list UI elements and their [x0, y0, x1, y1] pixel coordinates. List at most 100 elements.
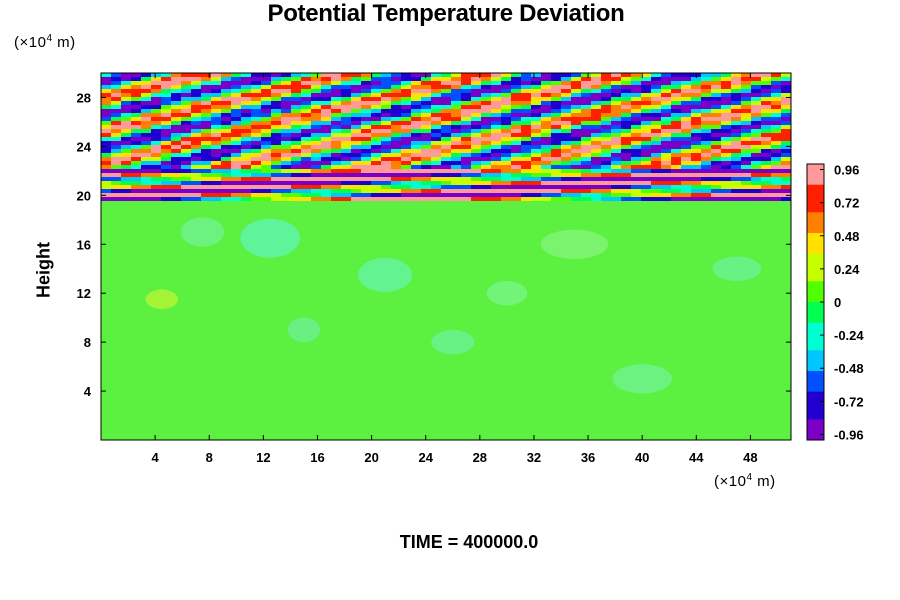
- field-cell: [231, 93, 241, 97]
- field-cell: [611, 97, 621, 101]
- field-cell: [221, 177, 231, 181]
- field-cell: [561, 141, 571, 145]
- field-cell: [351, 117, 361, 121]
- field-cell: [301, 73, 311, 77]
- field-cell: [331, 129, 341, 133]
- field-cell: [431, 185, 441, 189]
- field-cell: [451, 173, 461, 177]
- field-cell: [681, 93, 691, 97]
- field-cell: [151, 189, 161, 193]
- field-cell: [411, 157, 421, 161]
- field-cell: [491, 125, 501, 129]
- field-cell: [201, 141, 211, 145]
- field-cell: [241, 157, 251, 161]
- colorbar-swatch: [807, 322, 824, 331]
- field-cell: [351, 133, 361, 137]
- field-cell: [331, 189, 341, 193]
- field-cell: [131, 93, 141, 97]
- field-cell: [241, 193, 251, 197]
- field-cell: [661, 121, 671, 125]
- field-cell: [761, 149, 771, 153]
- field-cell: [741, 145, 751, 149]
- field-cell: [781, 105, 791, 109]
- field-cell: [491, 77, 501, 81]
- field-cell: [441, 113, 451, 117]
- field-cell: [471, 97, 481, 101]
- field-cell: [731, 189, 741, 193]
- field-cell: [611, 89, 621, 93]
- field-cell: [271, 165, 281, 169]
- field-cell: [361, 169, 371, 173]
- field-cell: [251, 153, 261, 157]
- field-cell: [701, 129, 711, 133]
- field-cell: [231, 153, 241, 157]
- field-cell: [111, 113, 121, 117]
- field-cell: [711, 101, 721, 105]
- field-cell: [271, 77, 281, 81]
- field-cell: [201, 145, 211, 149]
- field-cell: [291, 137, 301, 141]
- field-cell: [131, 97, 141, 101]
- field-cell: [221, 81, 231, 85]
- field-cell: [441, 137, 451, 141]
- field-cell: [331, 185, 341, 189]
- colorbar-swatch: [807, 233, 824, 241]
- field-cell: [301, 97, 311, 101]
- field-cell: [621, 93, 631, 97]
- field-cell: [291, 177, 301, 181]
- field-cell: [571, 181, 581, 185]
- field-cell: [431, 133, 441, 137]
- field-cell: [641, 93, 651, 97]
- field-cell: [301, 109, 311, 113]
- field-cell: [591, 121, 601, 125]
- field-cell: [251, 109, 261, 113]
- field-cell: [741, 93, 751, 97]
- field-cell: [461, 153, 471, 157]
- field-cell: [501, 125, 511, 129]
- field-cell: [401, 121, 411, 125]
- field-cell: [181, 161, 191, 165]
- field-cell: [391, 109, 401, 113]
- field-cell: [111, 101, 121, 105]
- field-cell: [461, 165, 471, 169]
- field-cell: [491, 109, 501, 113]
- field-cell: [651, 197, 661, 201]
- field-cell: [201, 73, 211, 77]
- field-cell: [771, 85, 781, 89]
- field-cell: [291, 181, 301, 185]
- field-cell: [441, 177, 451, 181]
- field-cell: [171, 101, 181, 105]
- field-cell: [351, 93, 361, 97]
- field-cell: [411, 161, 421, 165]
- field-cell: [661, 145, 671, 149]
- field-cell: [321, 161, 331, 165]
- field-cell: [781, 121, 791, 125]
- field-cell: [151, 197, 161, 201]
- field-cell: [131, 185, 141, 189]
- field-cell: [291, 97, 301, 101]
- field-cell: [731, 145, 741, 149]
- field-cell: [741, 109, 751, 113]
- field-cell: [401, 177, 411, 181]
- field-cell: [141, 137, 151, 141]
- field-cell: [731, 93, 741, 97]
- field-cell: [141, 189, 151, 193]
- field-cell: [361, 105, 371, 109]
- field-cell: [741, 85, 751, 89]
- field-cell: [601, 137, 611, 141]
- field-cell: [111, 97, 121, 101]
- field-cell: [641, 181, 651, 185]
- field-cell: [481, 133, 491, 137]
- field-cell: [531, 133, 541, 137]
- field-cell: [311, 129, 321, 133]
- field-cell: [201, 197, 211, 201]
- field-cell: [381, 197, 391, 201]
- field-cell: [191, 97, 201, 101]
- field-cell: [651, 121, 661, 125]
- field-cell: [151, 77, 161, 81]
- field-cell: [161, 81, 171, 85]
- field-cell: [781, 113, 791, 117]
- field-cell: [371, 89, 381, 93]
- field-cell: [271, 153, 281, 157]
- field-cell: [221, 173, 231, 177]
